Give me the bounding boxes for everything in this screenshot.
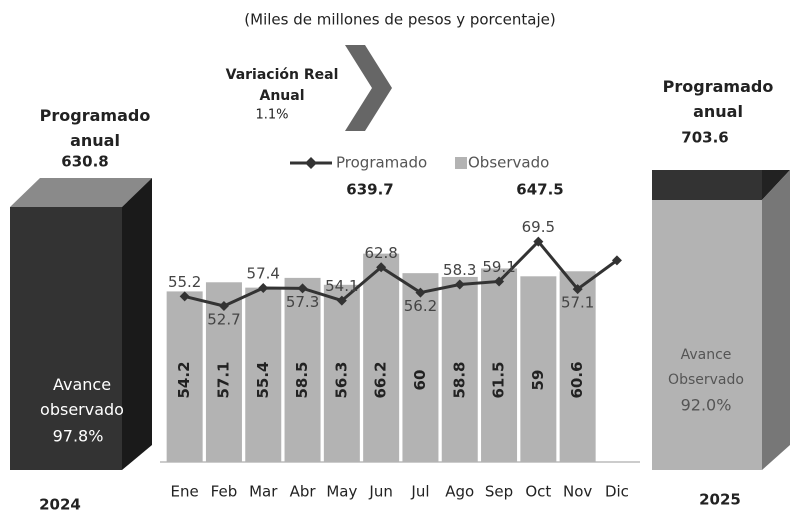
bar: [441, 276, 478, 462]
x-tick-label: Ene: [171, 483, 199, 501]
arrow: [345, 45, 392, 131]
line-marker: [611, 255, 622, 266]
legend-swatch: [455, 157, 467, 169]
x-tick-label: Jun: [368, 483, 392, 501]
total-label: 647.5: [516, 181, 563, 199]
line-marker: [258, 282, 269, 293]
line-label: 59.1: [482, 258, 515, 276]
x-tick-label: Jul: [410, 483, 429, 501]
x-tick-label: Sep: [485, 483, 513, 501]
box-front: [652, 200, 762, 470]
panel-value: 703.6: [681, 129, 728, 147]
bar: [245, 287, 282, 462]
panel-title: Programado anual: [40, 106, 151, 150]
line-label: 54.1: [325, 277, 358, 295]
variation-label: Variación Real Anual: [226, 67, 339, 104]
line-label: 52.7: [207, 310, 240, 328]
bar: [363, 253, 400, 462]
line-marker: [572, 284, 583, 295]
bar-label: 60: [411, 370, 429, 391]
line-label: 62.8: [364, 244, 397, 262]
bar: [559, 271, 596, 462]
line-marker: [533, 236, 544, 247]
bar: [284, 277, 321, 462]
bar: [402, 273, 439, 462]
bar-label: 55.4: [254, 361, 272, 398]
line-marker: [336, 295, 347, 306]
x-tick-label: Ago: [445, 483, 474, 501]
subtitle: (Miles de millones de pesos y porcentaje…: [244, 11, 555, 29]
bar-label: 58.8: [450, 361, 468, 398]
bar-label: 60.6: [568, 361, 586, 398]
line-label: 69.5: [522, 218, 555, 236]
x-tick-label: Mar: [249, 483, 278, 501]
line-marker: [494, 276, 505, 287]
line-label: 56.2: [404, 297, 437, 315]
bar-label: 61.5: [490, 361, 508, 398]
line-marker: [415, 287, 426, 298]
x-tick-label: Abr: [290, 483, 317, 501]
box-side: [762, 170, 790, 470]
bar: [323, 284, 360, 462]
legend-marker: [305, 157, 317, 169]
box-front: [10, 207, 122, 470]
panel-title: Programado anual: [663, 77, 774, 121]
panel-label: Avance Observado: [668, 347, 744, 388]
x-tick-label: Dic: [605, 483, 629, 501]
panel-percent: 92.0%: [681, 396, 732, 415]
legend-label: Observado: [468, 154, 549, 172]
panel-label: Avance observado: [40, 375, 124, 419]
line-marker: [179, 291, 190, 302]
bar: [481, 268, 518, 462]
x-tick-label: Oct: [525, 483, 551, 501]
box-side: [122, 178, 152, 470]
line-label: 57.4: [247, 264, 280, 282]
line-marker: [218, 300, 229, 311]
x-tick-label: Feb: [211, 483, 238, 501]
bar: [166, 291, 203, 462]
panel-value: 630.8: [61, 153, 108, 171]
line-label: 58.3: [443, 261, 476, 279]
bar-label: 59: [529, 370, 547, 391]
box-cap: [652, 170, 762, 200]
x-tick-label: Nov: [563, 483, 592, 501]
line-marker: [454, 279, 465, 290]
line-label: 55.2: [168, 273, 201, 291]
bar-label: 54.2: [175, 361, 193, 398]
total-label: 639.7: [346, 181, 393, 199]
x-tick-label: May: [326, 483, 357, 501]
line: [184, 239, 618, 308]
panel-percent: 97.8%: [53, 427, 104, 446]
variation-value: 1.1%: [255, 108, 288, 123]
bar-label: 58.5: [293, 361, 311, 398]
line-label: 57.1: [561, 294, 594, 312]
line-marker: [297, 283, 308, 294]
panel-year: 2024: [39, 496, 81, 514]
bar-label: 66.2: [372, 361, 390, 398]
legend-label: Programado: [336, 154, 427, 172]
bar-label: 57.1: [214, 361, 232, 398]
box-top: [10, 178, 152, 207]
bar-label: 56.3: [332, 361, 350, 398]
bar: [205, 282, 242, 462]
bar: [520, 276, 557, 462]
line-label: 57.3: [286, 293, 319, 311]
line-marker: [376, 262, 387, 273]
panel-year: 2025: [699, 491, 741, 509]
